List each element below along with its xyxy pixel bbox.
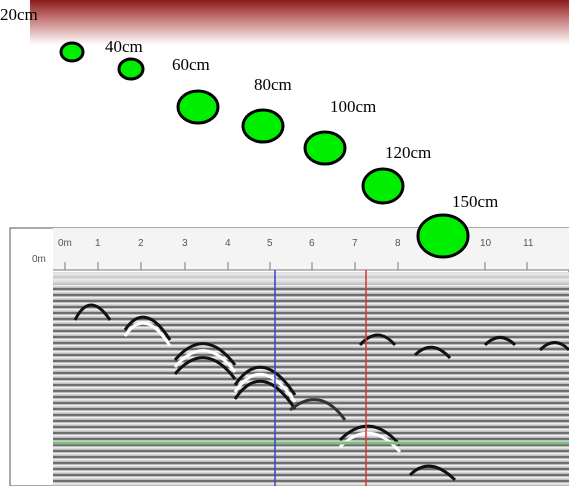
marker-circle [303,130,347,166]
marker-circle [59,41,85,63]
depth-text: 80cm [254,75,292,94]
marker-circle [416,213,470,259]
axis-label: 10 [480,238,492,249]
surface [53,272,569,284]
axis-strip [53,228,569,270]
marker-circle [361,167,405,205]
depth-text: 120cm [385,143,431,162]
depth-text: 60cm [172,55,210,74]
axis-label: 6 [309,238,315,249]
axis-label: 2 [138,238,144,249]
depth-text: 100cm [330,97,376,116]
axis-label: 7 [352,238,358,249]
marker-circle [117,57,145,81]
axis-label: 5 [267,238,273,249]
depth-text: 20cm [0,5,38,24]
axis-label: 8 [395,238,401,249]
depth-text: 40cm [105,37,143,56]
axis-label: 0m [58,238,72,249]
marker-circle [176,89,220,125]
scan-data [53,272,569,486]
depth-text: 150cm [452,192,498,211]
axis-label: 1 [95,238,101,249]
axis-label: 3 [182,238,188,249]
header-band [30,0,569,45]
axis-label: 11 [523,238,534,249]
ticks [64,262,528,270]
radargram: 0m 1 2 3 4 5 6 7 8 10 11 0m [9,227,569,486]
depth-label: 0m [32,254,46,265]
marker-circle [241,108,285,144]
axis-label: 4 [225,238,231,249]
hyperbolas [73,303,569,482]
markers [59,41,470,259]
